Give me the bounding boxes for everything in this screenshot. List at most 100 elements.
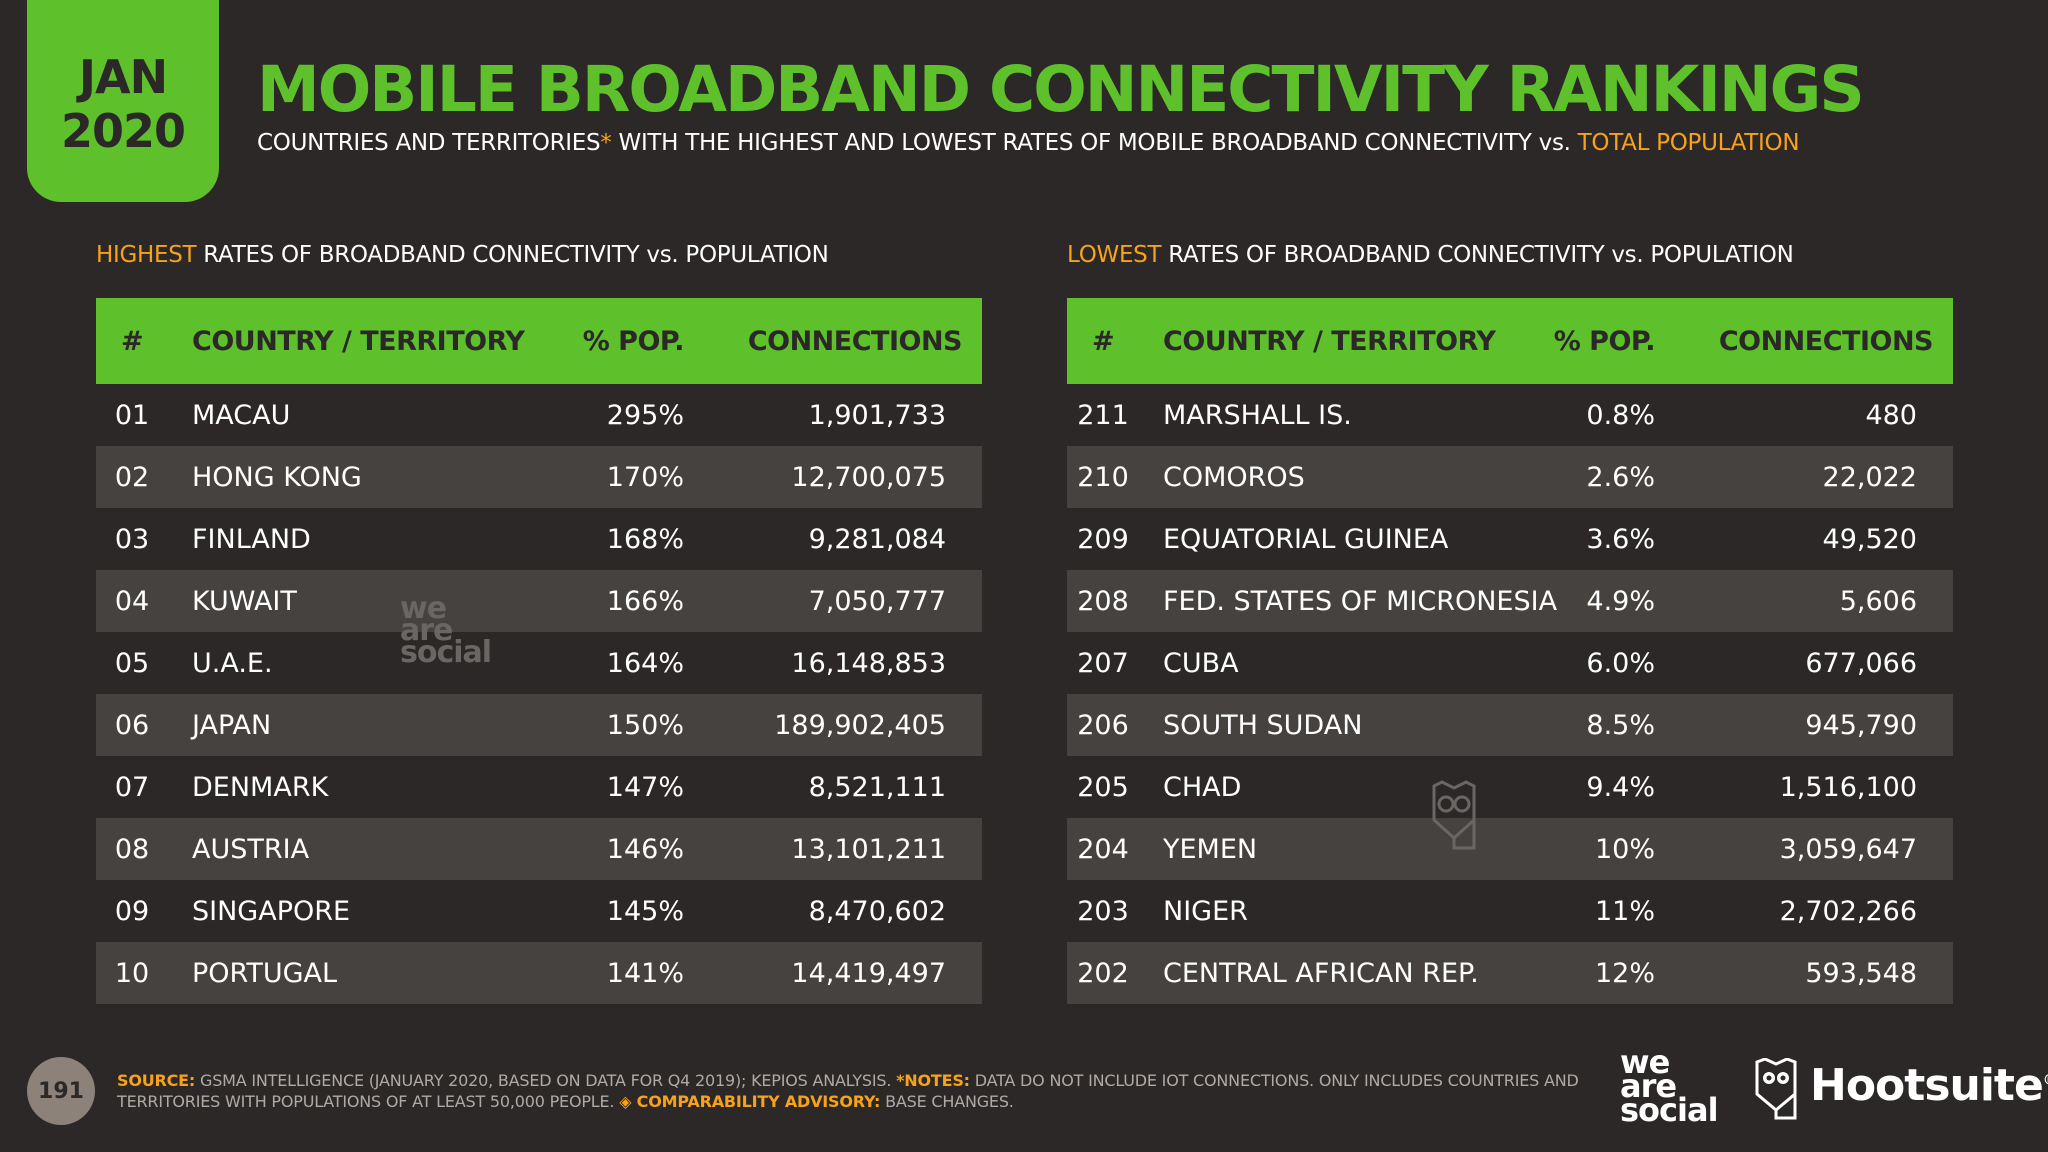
- country-cell: CUBA: [1163, 647, 1239, 679]
- lowest-title-rest: RATES OF BROADBAND CONNECTIVITY vs. POPU…: [1161, 242, 1794, 268]
- rank-cell: 204: [1077, 833, 1129, 865]
- country-cell: COMOROS: [1163, 461, 1305, 493]
- country-cell: KUWAIT: [192, 585, 297, 617]
- pop-cell: 168%: [606, 523, 684, 555]
- owl-icon: [1430, 780, 1478, 854]
- table-row: 202 CENTRAL AFRICAN REP. 12% 593,548: [1067, 942, 1953, 1004]
- connections-cell: 16,148,853: [791, 647, 946, 679]
- header-rank: #: [1091, 325, 1115, 357]
- connections-cell: 22,022: [1822, 461, 1917, 493]
- logo-line1: we: [1620, 1043, 1670, 1081]
- table-row: 03 FINLAND 168% 9,281,084: [96, 508, 982, 570]
- highest-title-rest: RATES OF BROADBAND CONNECTIVITY vs. POPU…: [196, 242, 829, 268]
- pop-cell: 147%: [606, 771, 684, 803]
- header-country: COUNTRY / TERRITORY: [192, 325, 525, 357]
- country-cell: CHAD: [1163, 771, 1242, 803]
- registered-mark: ®: [2043, 1072, 2048, 1088]
- table-row: 205 CHAD 9.4% 1,516,100: [1067, 756, 1953, 818]
- header-country: COUNTRY / TERRITORY: [1163, 325, 1496, 357]
- rank-cell: 08: [114, 833, 150, 865]
- connections-cell: 9,281,084: [808, 523, 946, 555]
- pop-cell: 11%: [1594, 895, 1655, 927]
- table-row: 06 JAPAN 150% 189,902,405: [96, 694, 982, 756]
- table-header: # COUNTRY / TERRITORY % POP. CONNECTIONS: [1067, 298, 1953, 384]
- rank-cell: 03: [114, 523, 150, 555]
- connections-cell: 593,548: [1805, 957, 1917, 989]
- pop-cell: 2.6%: [1586, 461, 1655, 493]
- connections-cell: 2,702,266: [1779, 895, 1917, 927]
- pop-cell: 4.9%: [1586, 585, 1655, 617]
- we-are-social-watermark: we are social: [400, 591, 492, 670]
- pop-cell: 10%: [1594, 833, 1655, 865]
- highest-table-body: 01 MACAU 295% 1,901,733 02 HONG KONG 170% 12,70…: [96, 384, 982, 1004]
- rank-cell: 02: [114, 461, 150, 493]
- connections-cell: 945,790: [1805, 709, 1917, 741]
- table-row: 211 MARSHALL IS. 0.8% 480: [1067, 384, 1953, 446]
- rank-cell: 210: [1077, 461, 1129, 493]
- pop-cell: 6.0%: [1586, 647, 1655, 679]
- country-cell: JAPAN: [192, 709, 272, 741]
- rank-cell: 05: [114, 647, 150, 679]
- country-cell: U.A.E.: [192, 647, 273, 679]
- connections-cell: 12,700,075: [791, 461, 946, 493]
- table-row: 10 PORTUGAL 141% 14,419,497: [96, 942, 982, 1004]
- highest-section-title: HIGHEST RATES OF BROADBAND CONNECTIVITY …: [96, 242, 829, 268]
- country-cell: FINLAND: [192, 523, 311, 555]
- connections-cell: 5,606: [1839, 585, 1917, 617]
- date-badge: JAN 2020: [27, 0, 219, 202]
- rank-cell: 209: [1077, 523, 1129, 555]
- pop-cell: 145%: [606, 895, 684, 927]
- watermark-line2: are: [400, 613, 453, 648]
- highest-table: # COUNTRY / TERRITORY % POP. CONNECTIONS…: [96, 298, 982, 1004]
- connections-cell: 14,419,497: [791, 957, 946, 989]
- rank-cell: 01: [114, 399, 150, 431]
- rank-cell: 205: [1077, 771, 1129, 803]
- rank-cell: 06: [114, 709, 150, 741]
- lowest-title-highlight: LOWEST: [1067, 242, 1162, 268]
- hootsuite-logo: Hootsuite®: [1810, 1060, 2048, 1111]
- pop-cell: 3.6%: [1586, 523, 1655, 555]
- pop-cell: 12%: [1594, 957, 1655, 989]
- rank-cell: 09: [114, 895, 150, 927]
- pop-cell: 146%: [606, 833, 684, 865]
- page-subtitle: COUNTRIES AND TERRITORIES* WITH THE HIGH…: [257, 130, 1800, 156]
- watermark-line3: social: [400, 635, 492, 670]
- connections-cell: 480: [1865, 399, 1917, 431]
- we-are-social-logo: we are social: [1620, 1043, 1719, 1129]
- rank-cell: 203: [1077, 895, 1129, 927]
- country-cell: SINGAPORE: [192, 895, 351, 927]
- rank-cell: 04: [114, 585, 150, 617]
- advisory-label: ◈ COMPARABILITY ADVISORY:: [619, 1092, 881, 1111]
- connections-cell: 677,066: [1805, 647, 1917, 679]
- country-cell: MACAU: [192, 399, 291, 431]
- pop-cell: 150%: [606, 709, 684, 741]
- lowest-table: # COUNTRY / TERRITORY % POP. CONNECTIONS…: [1067, 298, 1953, 1004]
- advisory-text: BASE CHANGES.: [880, 1092, 1014, 1111]
- footnote: SOURCE: GSMA INTELLIGENCE (JANUARY 2020,…: [117, 1070, 1597, 1112]
- header-pop: % POP.: [1553, 325, 1656, 357]
- rank-cell: 07: [114, 771, 150, 803]
- pop-cell: 170%: [606, 461, 684, 493]
- rank-cell: 202: [1077, 957, 1129, 989]
- pop-cell: 0.8%: [1586, 399, 1655, 431]
- page-title: MOBILE BROADBAND CONNECTIVITY RANKINGS: [257, 53, 1865, 126]
- header-connections: CONNECTIONS: [1718, 325, 1934, 357]
- rank-cell: 211: [1077, 399, 1129, 431]
- pop-cell: 166%: [606, 585, 684, 617]
- connections-cell: 7,050,777: [808, 585, 946, 617]
- country-cell: YEMEN: [1163, 833, 1258, 865]
- connections-cell: 3,059,647: [1779, 833, 1917, 865]
- table-row: 04 KUWAIT 166% 7,050,777: [96, 570, 982, 632]
- table-row: 203 NIGER 11% 2,702,266: [1067, 880, 1953, 942]
- country-cell: AUSTRIA: [192, 833, 310, 865]
- pop-cell: 8.5%: [1586, 709, 1655, 741]
- hootsuite-wordmark: Hootsuite: [1810, 1060, 2044, 1111]
- logo-line3: social: [1620, 1091, 1719, 1129]
- table-row: 01 MACAU 295% 1,901,733: [96, 384, 982, 446]
- watermark-line1: we: [400, 591, 447, 626]
- table-row: 204 YEMEN 10% 3,059,647: [1067, 818, 1953, 880]
- table-header: # COUNTRY / TERRITORY % POP. CONNECTIONS: [96, 298, 982, 384]
- country-cell: NIGER: [1163, 895, 1248, 927]
- header-connections: CONNECTIONS: [747, 325, 963, 357]
- owl-icon: [1754, 1057, 1798, 1124]
